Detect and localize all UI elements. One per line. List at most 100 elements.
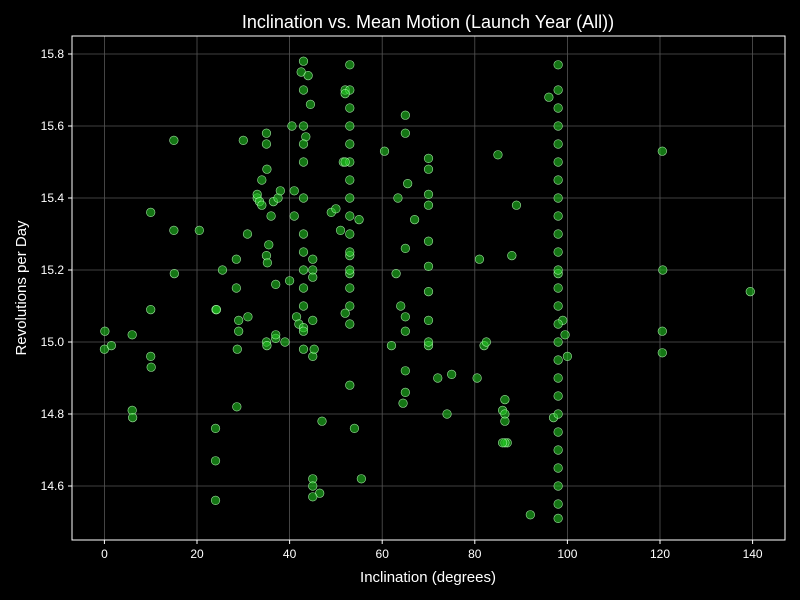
scatter-point <box>309 344 319 354</box>
scatter-point <box>261 139 272 149</box>
scatter-point <box>234 315 244 326</box>
scatter-point <box>544 92 554 102</box>
scatter-point <box>553 445 563 455</box>
scatter-point <box>232 344 242 354</box>
scatter-point <box>280 337 290 347</box>
scatter-point <box>298 121 309 131</box>
x-tick-label: 140 <box>743 547 763 561</box>
y-tick-label: 15.8 <box>41 47 65 61</box>
scatter-point <box>262 164 272 174</box>
scatter-point <box>403 179 413 189</box>
scatter-point <box>298 193 309 203</box>
scatter-point <box>345 175 355 185</box>
scatter-point <box>308 481 318 491</box>
scatter-point <box>345 211 355 221</box>
x-tick-label: 100 <box>557 547 577 561</box>
data-points <box>99 56 755 524</box>
scatter-point <box>340 308 350 318</box>
scatter-point <box>262 341 272 351</box>
scatter-point <box>345 121 355 131</box>
scatter-point <box>340 88 350 99</box>
y-tick-label: 15.4 <box>41 191 65 205</box>
scatter-point <box>331 204 341 214</box>
scatter-point <box>423 315 434 326</box>
scatter-point <box>423 164 434 174</box>
scatter-point <box>100 326 110 336</box>
y-tick-label: 15.2 <box>41 263 65 277</box>
scatter-point <box>298 139 309 149</box>
scatter-point <box>308 315 318 326</box>
scatter-point <box>257 175 267 185</box>
scatter-point <box>317 416 327 426</box>
scatter-point <box>345 283 355 293</box>
scatter-point <box>657 146 667 156</box>
scatter-point <box>423 153 434 163</box>
scatter-point <box>553 355 563 365</box>
scatter-point <box>303 70 313 81</box>
x-tick-label: 120 <box>650 547 670 561</box>
scatter-point <box>308 254 318 264</box>
scatter-point <box>271 330 281 340</box>
scatter-point <box>210 423 221 434</box>
x-tick-label: 0 <box>101 547 108 561</box>
scatter-point <box>410 215 420 225</box>
scatter-point <box>400 128 410 138</box>
scatter-point <box>169 269 179 279</box>
scatter-point <box>553 463 563 473</box>
scatter-point <box>553 265 563 275</box>
scatter-point <box>298 326 309 336</box>
y-tick-label: 14.6 <box>41 479 65 493</box>
scatter-point <box>386 341 397 351</box>
scatter-point <box>553 60 563 70</box>
x-tick-label: 80 <box>468 547 482 561</box>
scatter-point <box>398 398 408 408</box>
scatter-point <box>553 427 563 437</box>
scatter-point <box>400 110 410 120</box>
scatter-point <box>242 229 253 239</box>
scatter-point <box>657 348 667 358</box>
scatter-point <box>400 243 410 253</box>
scatter-point <box>553 175 563 185</box>
scatter-point <box>553 193 563 203</box>
scatter-point <box>493 150 503 160</box>
scatter-point <box>266 211 276 221</box>
scatter-point <box>391 269 401 279</box>
scatter-point <box>356 474 366 484</box>
scatter-point <box>261 128 272 138</box>
scatter-point <box>560 330 570 340</box>
scatter-point <box>658 265 668 275</box>
scatter-point <box>553 121 563 131</box>
scatter-point <box>345 265 355 275</box>
scatter-point <box>345 247 355 257</box>
scatter-point <box>525 510 535 520</box>
scatter-point <box>340 157 350 167</box>
scatter-point <box>305 99 316 109</box>
scatter-point <box>553 103 563 113</box>
scatter-point <box>231 254 241 264</box>
scatter-point <box>553 373 563 383</box>
y-tick-label: 15.6 <box>41 119 65 133</box>
scatter-point <box>400 326 410 336</box>
scatter-point <box>396 301 406 311</box>
scatter-point <box>127 330 137 340</box>
scatter-point <box>231 283 241 293</box>
scatter-point <box>553 409 563 419</box>
chart-title: Inclination vs. Mean Motion (Launch Year… <box>242 12 614 32</box>
scatter-point <box>298 283 309 293</box>
scatter-point <box>354 215 364 225</box>
scatter-point <box>553 513 563 524</box>
x-tick-label: 60 <box>376 547 390 561</box>
scatter-point <box>472 373 482 383</box>
scatter-point <box>400 387 410 398</box>
scatter-point <box>289 186 299 196</box>
scatter-point <box>553 247 563 257</box>
scatter-point <box>553 211 563 221</box>
scatter-point <box>500 416 510 426</box>
scatter-point <box>507 251 517 261</box>
scatter-point <box>308 492 318 502</box>
scatter-point <box>264 240 274 250</box>
scatter-point <box>511 200 522 210</box>
scatter-point <box>497 438 508 448</box>
scatter-point <box>345 319 355 329</box>
